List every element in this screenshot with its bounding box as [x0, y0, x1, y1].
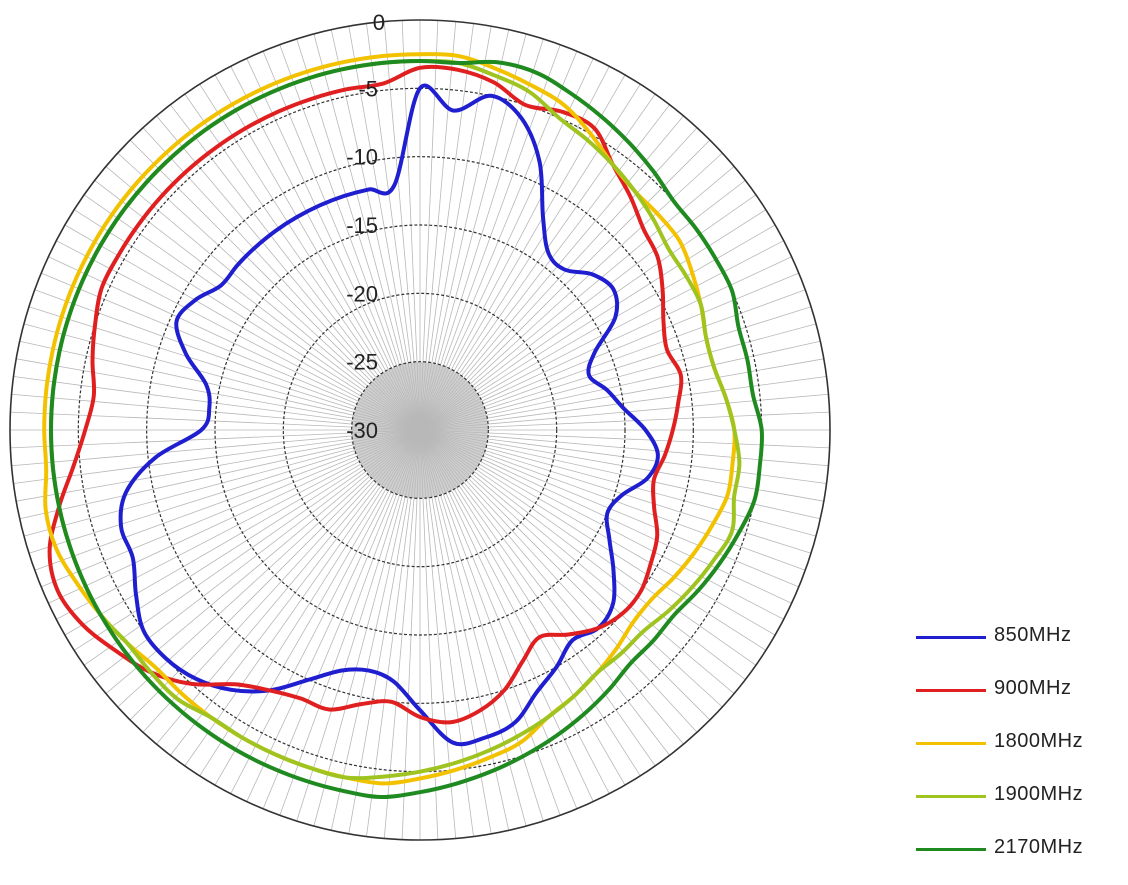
- radial-spoke: [199, 429, 421, 777]
- series-line-900mhz: [47, 64, 684, 725]
- legend-swatch: [916, 795, 986, 798]
- ring-minus-25: [351, 361, 489, 499]
- radial-tick-label: -5: [358, 76, 378, 101]
- radial-spoke: [41, 429, 421, 588]
- radial-spoke: [419, 66, 610, 431]
- legend-label: 850MHz: [994, 624, 1072, 646]
- radial-spoke: [419, 429, 684, 745]
- radial-tick-label: -25: [346, 350, 378, 375]
- legend: 850MHz 900MHz 1800MHz 1900MHz 2170MHz: [916, 620, 1121, 885]
- radial-spoke: [156, 429, 421, 745]
- legend-swatch: [916, 636, 986, 639]
- series-layer: [42, 52, 765, 800]
- radial-tick-label: -30: [346, 418, 378, 443]
- legend-swatch: [916, 742, 986, 745]
- legend-item-1900mhz: 1900MHz: [916, 779, 1121, 832]
- series-line-2170mhz: [49, 59, 765, 800]
- ring-0: [9, 19, 831, 841]
- radial-spoke: [19, 429, 421, 520]
- radial-spoke: [419, 33, 527, 431]
- legend-swatch: [916, 848, 986, 851]
- legend-label: 1800MHz: [994, 730, 1084, 752]
- radial-tick-label: -10: [346, 145, 378, 170]
- radial-spoke: [419, 429, 746, 680]
- legend-swatch: [916, 689, 986, 692]
- series-line-1800mhz: [42, 52, 737, 786]
- legend-label: 1900MHz: [994, 783, 1084, 805]
- radial-spoke: [348, 26, 421, 431]
- ring-minus-15: [214, 224, 626, 636]
- legend-label: 900MHz: [994, 677, 1072, 699]
- legend-item-900mhz: 900MHz: [916, 673, 1121, 726]
- radial-spoke: [296, 429, 421, 822]
- ring-minus-10: [146, 156, 694, 704]
- ring-minus-20: [282, 292, 558, 568]
- radial-spoke: [48, 429, 421, 604]
- radial-spoke: [419, 306, 812, 431]
- radial-tick-labels: 0 -5 -10 -15 -20 -25 -30: [346, 10, 385, 443]
- radial-spoke: [419, 20, 439, 431]
- legend-item-2170mhz: 2170MHz: [916, 832, 1121, 885]
- radial-spoke: [279, 429, 421, 816]
- radial-tick-label: -15: [346, 213, 378, 238]
- legend-label: 2170MHz: [994, 836, 1084, 858]
- series-line-850mhz: [118, 83, 660, 747]
- legend-item-1800mhz: 1800MHz: [916, 726, 1121, 779]
- legend-item-850mhz: 850MHz: [916, 620, 1121, 673]
- radial-tick-label: -20: [346, 281, 378, 306]
- radial-tick-label: 0: [373, 10, 385, 35]
